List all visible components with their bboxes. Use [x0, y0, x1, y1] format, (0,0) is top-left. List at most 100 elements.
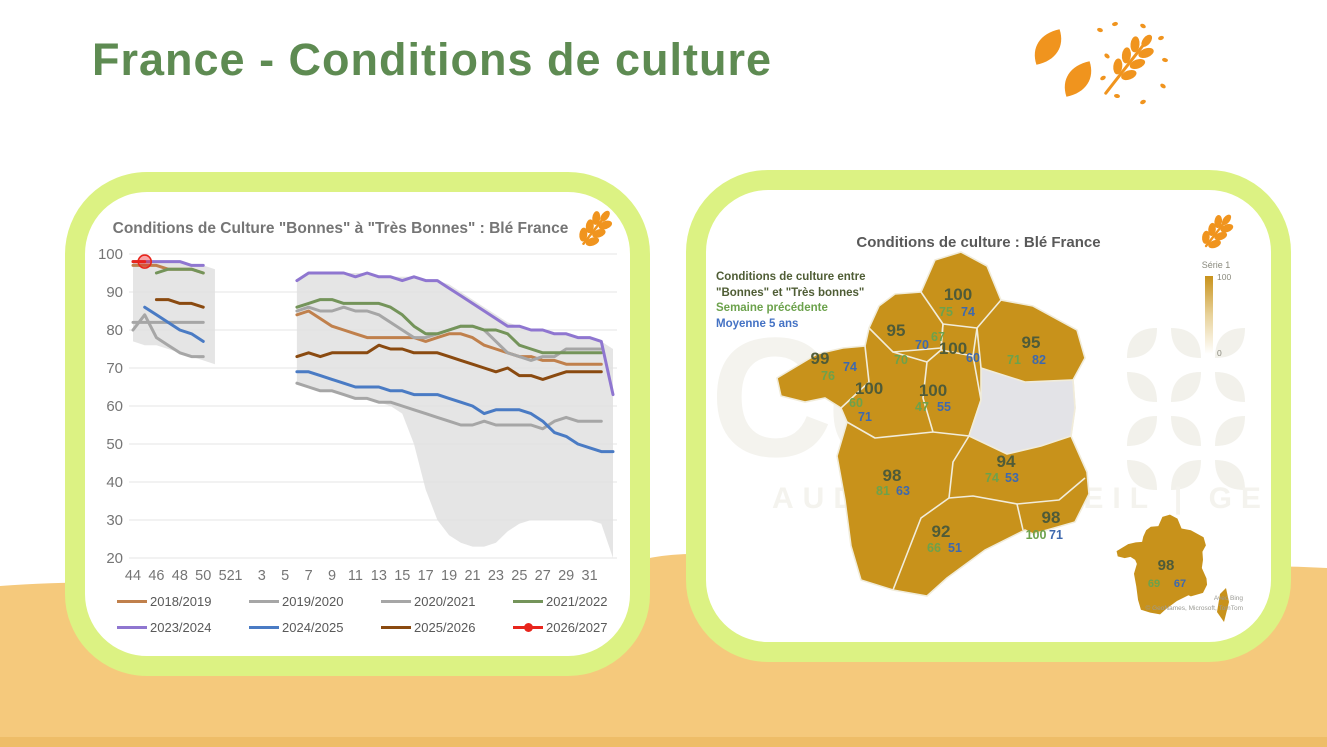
series-line-2021-2022	[295, 298, 603, 355]
legend-item-2023-2024[interactable]: 2023/2024	[117, 620, 249, 635]
label: 70	[894, 353, 908, 367]
legend-swatch	[513, 600, 543, 603]
inset-value-labels: 98 69 67	[1148, 557, 1186, 590]
label: 100	[919, 381, 947, 400]
label: 71	[1049, 528, 1063, 542]
region-bourgogne-franche-comte[interactable]	[968, 366, 1076, 455]
label: 71	[1007, 353, 1021, 367]
label: 67	[931, 330, 945, 344]
label: 71	[858, 410, 872, 424]
label: 48	[172, 568, 188, 584]
note-avg-5y: Moyenne 5 ans	[716, 317, 799, 330]
label: 75	[939, 305, 953, 319]
attribution-line-2: © GeoNames, Microsoft, TomTom	[1145, 605, 1244, 613]
label: 60	[106, 398, 123, 415]
current-week-marker	[137, 254, 153, 269]
legend-item-2025-2026[interactable]: 2025/2026	[381, 620, 513, 635]
legend-swatch	[249, 600, 279, 603]
label: 63	[896, 484, 910, 498]
label: 51	[948, 541, 962, 555]
series-line-2025-2026	[295, 343, 603, 381]
map-color-scale: Série 1 100 0	[1189, 260, 1243, 370]
legend-swatch	[381, 626, 411, 629]
inset-corsica	[1217, 588, 1229, 622]
label: 99	[811, 349, 830, 368]
series-line-2023-2024	[295, 271, 615, 397]
label: 31	[582, 568, 598, 584]
label: 82	[1032, 353, 1046, 367]
series-line-2021-2022	[154, 267, 205, 275]
note-line-1: Conditions de culture entre	[716, 271, 866, 283]
legend-label: 2025/2026	[414, 620, 476, 635]
color-scale-gradient	[1205, 276, 1213, 354]
legend-label: 2020/2021	[414, 594, 476, 609]
label: 60	[849, 396, 863, 410]
wheat-leaves-decoration-icon	[1034, 21, 1168, 105]
color-scale-series-label: Série 1	[1201, 260, 1231, 270]
france-inset-map: 98 69 67	[1116, 514, 1229, 622]
legend-label: 2023/2024	[150, 620, 212, 635]
label: 19	[441, 568, 457, 584]
label: 9	[328, 568, 336, 584]
label: 3	[258, 568, 266, 584]
label: 98	[883, 466, 902, 485]
label: 40	[106, 474, 123, 491]
label: 74	[985, 471, 999, 485]
label: 81	[876, 484, 890, 498]
label: 20	[106, 550, 123, 567]
legend-marker-dot	[524, 623, 533, 632]
label: 66	[927, 541, 941, 555]
label: 5	[281, 568, 289, 584]
minmax-band	[133, 261, 613, 558]
legend-swatch	[117, 626, 147, 629]
legend-item-2020-2021[interactable]: 2020/2021	[381, 594, 513, 609]
label: 23	[488, 568, 504, 584]
chart-legend: 2018/2019 2019/2020 2020/2021 2021/2022 2023…	[117, 594, 622, 635]
label: 98	[1042, 508, 1061, 527]
legend-label: 2019/2020	[282, 594, 344, 609]
legend-swatch	[117, 600, 147, 603]
legend-label: 2026/2027	[546, 620, 608, 635]
legend-item-2018-2019[interactable]: 2018/2019	[117, 594, 249, 609]
label: 67	[1174, 578, 1186, 590]
label: 70	[106, 360, 123, 377]
label: 29	[558, 568, 574, 584]
legend-item-2019-2020[interactable]: 2019/2020	[249, 594, 381, 609]
label: 95	[887, 321, 906, 340]
series-line-2020-2021	[295, 381, 603, 431]
label: 11	[348, 568, 363, 584]
map-title: Conditions de culture : Blé France	[856, 234, 1101, 251]
label: 94	[997, 452, 1016, 471]
legend-item-2021-2022[interactable]: 2021/2022	[513, 594, 622, 609]
color-scale-min: 0	[1217, 348, 1222, 358]
label: 100	[939, 339, 967, 358]
series-line-2024-2025	[143, 305, 205, 343]
legend-label: 2018/2019	[150, 594, 212, 609]
region-borders	[840, 291, 1086, 591]
color-scale-max: 100	[1217, 272, 1232, 282]
note-line-2: "Bonnes" et "Très bonnes"	[716, 286, 865, 299]
label: 95	[1022, 333, 1041, 352]
label: 80	[106, 322, 123, 339]
label: 44	[125, 568, 141, 584]
attribution-line-1: Avec Bing	[1213, 595, 1243, 602]
map-panel: Cere AUDIT | CONSEIL | GESTION	[686, 170, 1291, 662]
label: 69	[1148, 578, 1160, 590]
label: 46	[148, 568, 164, 584]
legend-item-2026-2027[interactable]: 2026/2027	[513, 620, 622, 635]
series-line-2025-2026	[154, 298, 205, 309]
inset-france-outline	[1116, 514, 1208, 615]
series-line-2024-2025	[295, 370, 615, 454]
label: 70	[915, 338, 929, 352]
label: 50	[195, 568, 211, 584]
label: 76	[821, 369, 835, 383]
label: 21	[464, 568, 480, 584]
legend-item-2024-2025[interactable]: 2024/2025	[249, 620, 381, 635]
label: 100	[944, 285, 972, 304]
label: 1	[234, 568, 242, 584]
legend-swatch	[381, 600, 411, 603]
